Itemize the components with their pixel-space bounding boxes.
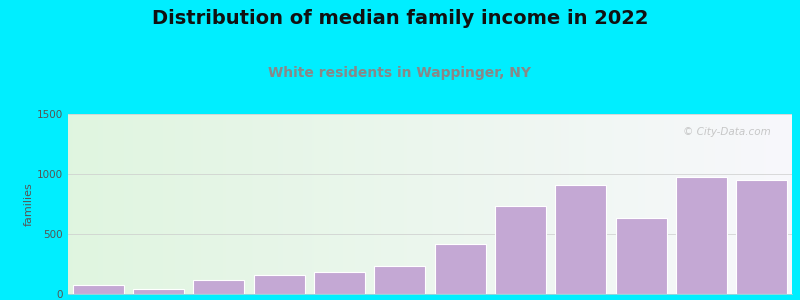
Bar	[555, 185, 606, 294]
Y-axis label: families: families	[24, 182, 34, 226]
Bar	[374, 266, 426, 294]
Text: Distribution of median family income in 2022: Distribution of median family income in …	[152, 9, 648, 28]
Bar	[615, 218, 667, 294]
Bar	[736, 180, 787, 294]
Bar	[73, 285, 124, 294]
Bar	[193, 280, 245, 294]
Bar	[314, 272, 365, 294]
Bar	[495, 206, 546, 294]
Text: White residents in Wappinger, NY: White residents in Wappinger, NY	[269, 66, 531, 80]
Bar	[133, 289, 184, 294]
Bar	[676, 177, 727, 294]
Bar	[434, 244, 486, 294]
Text: © City-Data.com: © City-Data.com	[682, 127, 770, 136]
Bar	[254, 275, 305, 294]
